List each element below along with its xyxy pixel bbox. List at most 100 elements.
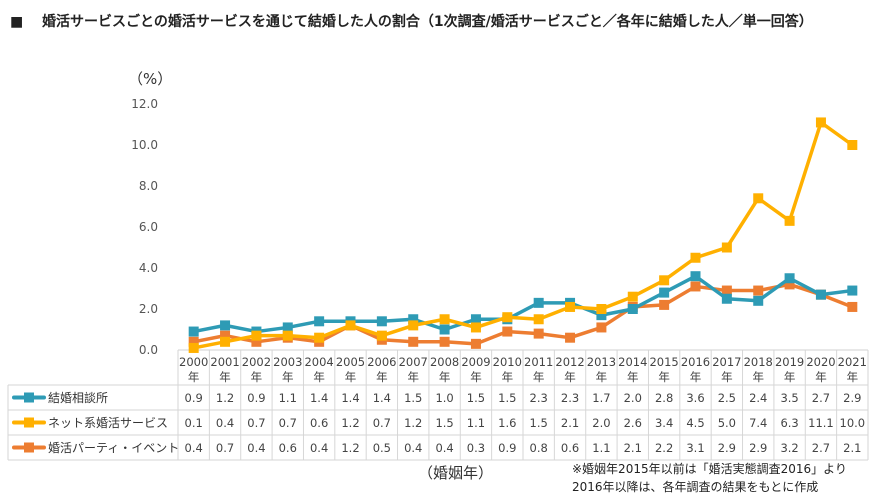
- data-point: [596, 310, 607, 321]
- x-tick-label: 2014: [618, 355, 647, 369]
- x-tick-label: 2010: [493, 355, 522, 369]
- data-point: [753, 285, 764, 296]
- data-point: [847, 140, 858, 150]
- legend-label: 婚活パーティ・イベント: [48, 441, 179, 455]
- x-tick-suffix: 年: [407, 370, 419, 384]
- y-axis-label: （%）: [128, 70, 173, 88]
- x-tick-label: 2018: [744, 355, 773, 369]
- series-line-0: [193, 274, 853, 334]
- data-point: [408, 320, 419, 331]
- data-point: [659, 299, 670, 310]
- table-cell-value: 7.4: [749, 416, 767, 430]
- table-cell-value: 2.0: [592, 416, 610, 430]
- x-tick-suffix: 年: [313, 370, 325, 384]
- table-cell-value: 2.5: [718, 391, 736, 405]
- table-cell-value: 11.1: [808, 416, 834, 430]
- data-point: [470, 338, 481, 349]
- x-tick-suffix: 年: [847, 370, 859, 384]
- table-cell-value: 1.5: [467, 391, 485, 405]
- data-point: [470, 322, 481, 333]
- x-tick-label: 2001: [210, 355, 239, 369]
- table-cell-value: 0.9: [247, 391, 265, 405]
- data-point: [502, 326, 513, 337]
- x-tick-label: 2013: [587, 355, 616, 369]
- data-point: [251, 330, 262, 341]
- x-tick-label: 2005: [336, 355, 365, 369]
- data-point: [220, 336, 231, 347]
- data-point: [533, 314, 544, 325]
- x-tick-label: 2017: [712, 355, 741, 369]
- data-point: [470, 314, 481, 325]
- data-point: [815, 289, 826, 300]
- table-cell-value: 6.3: [780, 416, 798, 430]
- y-tick-label: 2.0: [139, 302, 158, 316]
- table-cell-value: 1.5: [404, 391, 422, 405]
- x-tick-suffix: 年: [564, 370, 576, 384]
- y-tick-label: 10.0: [131, 138, 158, 152]
- x-tick-suffix: 年: [376, 370, 388, 384]
- table-cell-value: 1.1: [467, 416, 485, 430]
- table-cell-value: 3.1: [686, 441, 704, 455]
- y-tick-label: 12.0: [131, 97, 158, 111]
- x-axis-label: （婚姻年）: [418, 464, 494, 482]
- table-cell-value: 1.4: [341, 391, 359, 405]
- data-point: [565, 301, 576, 312]
- legend-marker: [24, 417, 34, 428]
- y-tick-label: 0.0: [139, 343, 158, 357]
- data-point: [627, 291, 638, 302]
- table-cell-value: 1.2: [404, 416, 422, 430]
- table-cell-value: 0.6: [310, 416, 328, 430]
- data-point: [659, 275, 670, 286]
- data-point: [721, 293, 732, 304]
- table-cell-value: 0.4: [404, 441, 422, 455]
- table-cell-value: 2.6: [624, 416, 642, 430]
- data-point: [188, 342, 199, 353]
- table-cell-value: 1.5: [498, 391, 516, 405]
- data-point: [659, 287, 670, 298]
- table-cell-value: 0.1: [185, 416, 203, 430]
- x-tick-label: 2008: [430, 355, 459, 369]
- y-tick-label: 4.0: [139, 261, 158, 275]
- x-tick-suffix: 年: [721, 370, 733, 384]
- x-tick-suffix: 年: [470, 370, 482, 384]
- data-point: [439, 324, 450, 335]
- table-cell-value: 0.7: [216, 441, 234, 455]
- data-point: [314, 332, 325, 343]
- table-cell-value: 0.8: [530, 441, 548, 455]
- data-point: [376, 330, 387, 341]
- x-tick-suffix: 年: [282, 370, 294, 384]
- note-line-2: 2016年以降は、各年調査の結果をもとに作成: [572, 480, 819, 494]
- data-point: [408, 314, 419, 325]
- table-cell-value: 1.1: [592, 441, 610, 455]
- data-point: [847, 285, 858, 296]
- x-tick-suffix: 年: [533, 370, 545, 384]
- data-point: [533, 328, 544, 339]
- table-cell-value: 2.8: [655, 391, 673, 405]
- x-tick-suffix: 年: [502, 370, 514, 384]
- table-cell-value: 0.4: [247, 441, 265, 455]
- table-cell-value: 1.2: [341, 416, 359, 430]
- data-point: [502, 312, 513, 323]
- y-tick-label: 6.0: [139, 220, 158, 234]
- data-point: [282, 322, 293, 333]
- x-tick-suffix: 年: [596, 370, 608, 384]
- data-point: [188, 336, 199, 347]
- data-point: [439, 336, 450, 347]
- data-point: [188, 326, 199, 337]
- table-cell-value: 4.5: [686, 416, 704, 430]
- data-point: [847, 301, 858, 312]
- x-tick-label: 2003: [273, 355, 302, 369]
- x-tick-label: 2000: [179, 355, 208, 369]
- table-cell-value: 0.7: [247, 416, 265, 430]
- x-tick-suffix: 年: [439, 370, 451, 384]
- data-point: [690, 271, 701, 282]
- data-point: [220, 320, 231, 331]
- x-tick-label: 2007: [399, 355, 428, 369]
- table-cell-value: 1.2: [341, 441, 359, 455]
- x-tick-label: 2009: [461, 355, 490, 369]
- table-cell-value: 0.4: [310, 441, 328, 455]
- x-tick-label: 2011: [524, 355, 553, 369]
- data-point: [345, 320, 356, 331]
- table-cell-value: 10.0: [840, 416, 866, 430]
